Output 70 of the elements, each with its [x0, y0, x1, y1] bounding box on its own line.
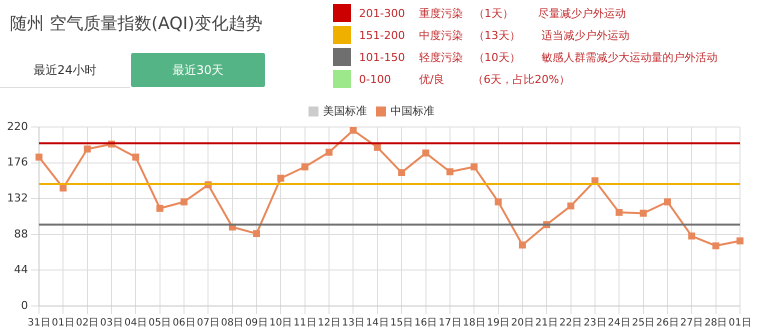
y-tick-label: 0: [20, 298, 28, 312]
x-tick-label: 17日: [438, 318, 462, 329]
y-tick-label: 88: [14, 227, 28, 240]
text: 最近30天: [131, 53, 265, 87]
x-tick-label: 05日: [148, 318, 172, 329]
text: 151-200 中度污染 （13天） 适当减少户外运动: [359, 28, 630, 43]
x-tick-label: 24日: [608, 318, 631, 329]
point: [374, 144, 381, 151]
point: [712, 242, 720, 250]
chart-title: 随州 空气质量指数(AQI)变化趋势: [10, 13, 262, 35]
x-tick-label: 08日: [221, 318, 244, 329]
x-tick-label: 22日: [559, 318, 582, 329]
x-tick-label: 07日: [196, 318, 220, 329]
x-tick-label: 21日: [535, 318, 558, 329]
text: 0-100 优/良 （6天，占比20%）: [359, 72, 570, 87]
x-tick-label: 12日: [318, 318, 340, 329]
point: [301, 163, 308, 170]
legend-label: 中国标准: [390, 104, 434, 118]
x-tick-label: 10日: [269, 318, 292, 329]
point: [398, 169, 406, 176]
x-tick-label: 27日: [680, 318, 704, 329]
point: [494, 198, 502, 206]
point: [350, 127, 357, 134]
x-tick-label: 04日: [124, 318, 148, 329]
x-tick-label: 01日: [728, 318, 752, 329]
point: [180, 198, 188, 206]
point: [470, 163, 478, 170]
x-tick-label: 26日: [656, 318, 679, 329]
point: [616, 208, 623, 216]
point: [84, 145, 91, 152]
y-tick-label: 44: [14, 263, 28, 276]
x-tick-label: 11日: [294, 318, 316, 329]
x-tick-label: 06日: [172, 318, 196, 329]
text: 201-300 重度污染 （1天） 尽量减少户外运动: [359, 6, 626, 21]
x-tick-label: 16日: [414, 318, 438, 329]
legend-label: 美国标准: [323, 104, 367, 118]
text: 101-150 轻度污染 （10天） 敏感人群需减少大运动量的户外活动: [359, 50, 718, 65]
y-tick-label: 176: [6, 156, 28, 169]
point: [640, 210, 647, 217]
x-tick-label: 31日: [28, 318, 50, 329]
y-tick-label: 220: [6, 120, 28, 133]
point: [422, 150, 430, 157]
point: [60, 184, 67, 192]
x-tick-label: 23日: [584, 318, 606, 329]
point: [277, 174, 284, 182]
point: [664, 198, 671, 206]
x-tick-label: 09日: [245, 318, 268, 329]
point: [156, 204, 164, 212]
x-tick-label: 03日: [100, 318, 123, 329]
point: [736, 237, 744, 244]
point: [253, 230, 260, 238]
point: [36, 154, 42, 161]
point: [688, 232, 696, 240]
x-tick-label: 14日: [366, 318, 389, 329]
x-tick-label: 18日: [462, 318, 486, 329]
point: [446, 168, 454, 176]
x-tick-label: 25日: [632, 318, 655, 329]
y-tick-label: 132: [6, 191, 28, 204]
point: [567, 202, 574, 210]
x-tick-label: 28日: [704, 318, 728, 329]
x-tick-label: 01日: [52, 318, 75, 329]
x-tick-label: 02日: [76, 318, 99, 329]
x-tick-label: 13日: [342, 318, 365, 329]
text: 最近24小时: [0, 53, 130, 88]
x-tick-label: 19日: [486, 318, 510, 329]
x-tick-label: 15日: [390, 318, 413, 329]
point: [132, 154, 140, 161]
x-tick-label: 20日: [511, 318, 534, 329]
point: [518, 242, 526, 248]
point: [326, 148, 333, 156]
